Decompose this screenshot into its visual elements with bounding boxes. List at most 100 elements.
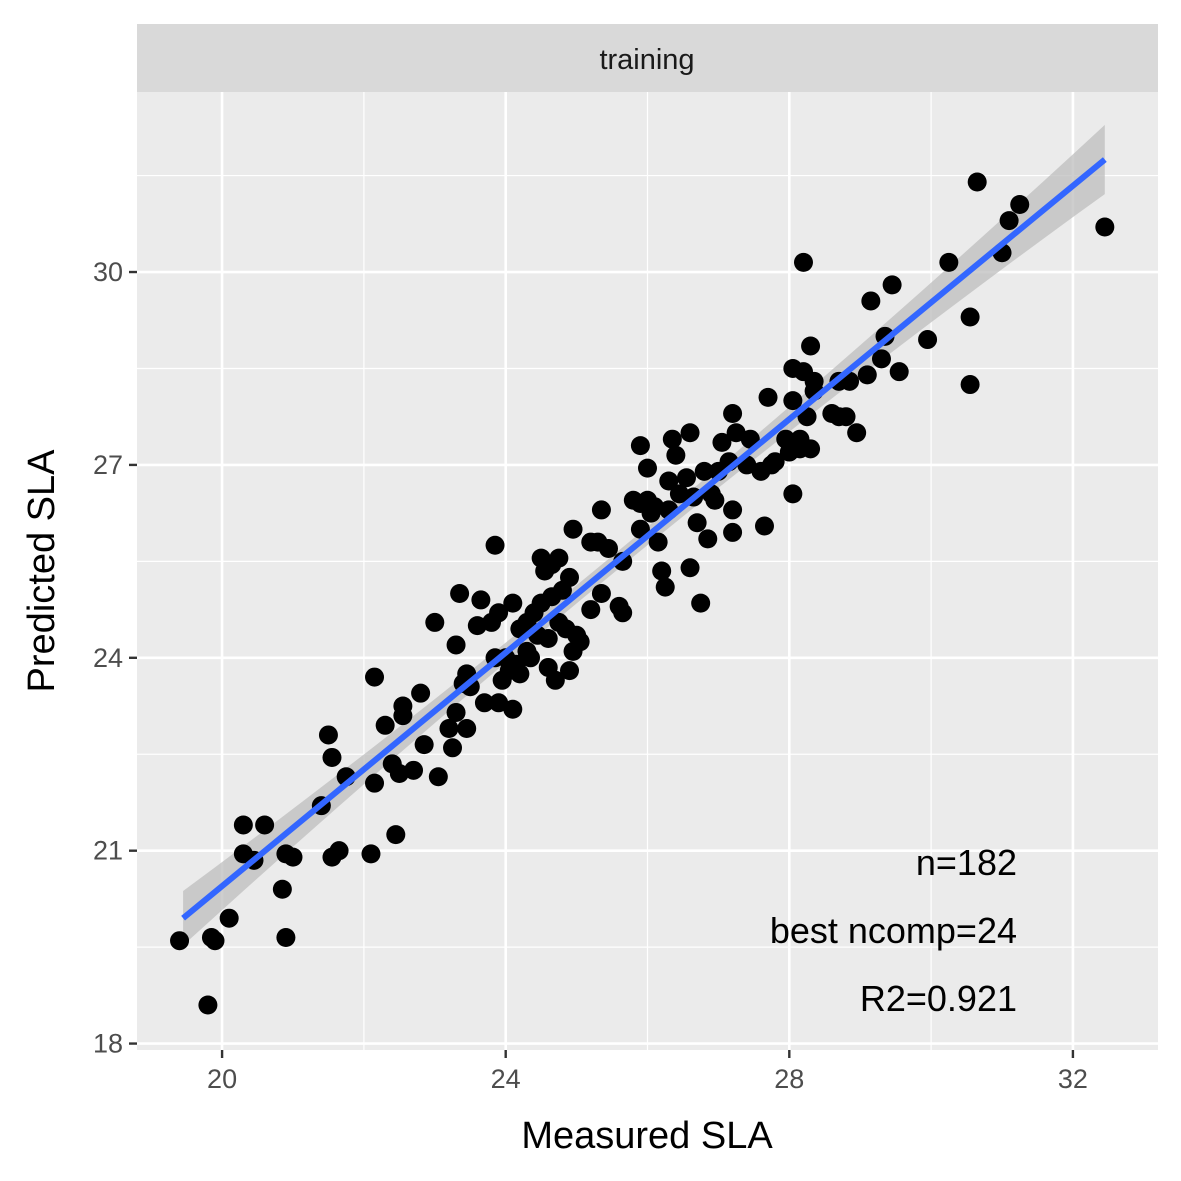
data-point bbox=[549, 548, 569, 568]
data-point bbox=[669, 484, 689, 504]
data-point bbox=[783, 484, 803, 504]
data-point bbox=[1010, 195, 1030, 215]
stats-annotation-1: n=182 bbox=[916, 842, 1017, 883]
data-point bbox=[630, 436, 650, 456]
data-point bbox=[276, 927, 296, 947]
data-point bbox=[687, 513, 707, 533]
data-point bbox=[666, 445, 686, 465]
data-point bbox=[283, 847, 303, 867]
x-tick-label: 20 bbox=[207, 1064, 237, 1094]
data-point bbox=[793, 252, 813, 272]
regression-line bbox=[181, 157, 1107, 921]
data-point bbox=[676, 468, 696, 488]
data-point bbox=[198, 995, 218, 1015]
data-point bbox=[967, 172, 987, 192]
facet-strip bbox=[137, 24, 1158, 92]
data-point bbox=[474, 693, 494, 713]
data-point bbox=[857, 365, 877, 385]
data-point bbox=[630, 519, 650, 539]
data-point bbox=[170, 931, 190, 951]
data-point bbox=[680, 423, 700, 443]
data-point bbox=[655, 577, 675, 597]
fit-line bbox=[181, 157, 1107, 921]
y-tick-label: 27 bbox=[93, 450, 123, 480]
stats-annotations: n=182 best ncomp=24 R2=0.921 bbox=[770, 842, 1017, 1019]
data-point bbox=[591, 500, 611, 520]
data-point bbox=[570, 632, 590, 652]
data-point bbox=[428, 767, 448, 787]
data-point bbox=[471, 590, 491, 610]
stats-annotation-3: R2=0.921 bbox=[860, 978, 1017, 1019]
data-point bbox=[485, 535, 505, 555]
minor-gridlines bbox=[137, 92, 1158, 1050]
data-point bbox=[425, 612, 445, 632]
data-point bbox=[723, 403, 743, 423]
data-point bbox=[411, 683, 431, 703]
y-tick-label: 30 bbox=[93, 257, 123, 287]
data-point bbox=[960, 375, 980, 395]
data-point bbox=[680, 558, 700, 578]
data-point bbox=[662, 429, 682, 449]
y-tick-label: 21 bbox=[93, 836, 123, 866]
x-tick-label: 32 bbox=[1058, 1064, 1088, 1094]
data-point bbox=[386, 825, 406, 845]
data-point bbox=[443, 738, 463, 758]
data-point bbox=[871, 349, 891, 369]
data-point bbox=[581, 600, 601, 620]
x-tick-label: 28 bbox=[774, 1064, 804, 1094]
data-point bbox=[801, 336, 821, 356]
data-point bbox=[723, 522, 743, 542]
data-point bbox=[694, 461, 714, 481]
data-point bbox=[882, 275, 902, 295]
data-point bbox=[255, 815, 275, 835]
data-point bbox=[638, 458, 657, 478]
data-point bbox=[365, 773, 385, 793]
data-point bbox=[801, 439, 821, 459]
data-point bbox=[861, 291, 881, 311]
data-point bbox=[648, 532, 668, 552]
data-point bbox=[712, 432, 732, 452]
facet-strip-label: training bbox=[599, 44, 694, 76]
data-point bbox=[446, 635, 466, 655]
y-tick-label: 18 bbox=[93, 1029, 123, 1059]
data-point bbox=[783, 391, 803, 411]
data-point bbox=[446, 702, 466, 722]
data-point bbox=[489, 603, 509, 623]
data-point bbox=[645, 497, 665, 517]
data-point bbox=[691, 593, 711, 613]
data-point bbox=[233, 815, 253, 835]
x-axis-title: Measured SLA bbox=[521, 1115, 773, 1157]
data-point bbox=[1095, 217, 1115, 237]
data-point bbox=[918, 330, 938, 350]
data-point bbox=[489, 693, 509, 713]
y-axis-title: Predicted SLA bbox=[21, 449, 63, 693]
data-point bbox=[723, 500, 743, 520]
data-point bbox=[219, 908, 239, 928]
data-point bbox=[754, 516, 774, 536]
data-point bbox=[960, 307, 980, 327]
data-point bbox=[847, 423, 867, 443]
data-point bbox=[205, 931, 225, 951]
data-point bbox=[889, 362, 909, 382]
data-point bbox=[758, 387, 778, 407]
data-point bbox=[538, 629, 558, 649]
data-point bbox=[389, 764, 409, 784]
data-point bbox=[318, 725, 338, 745]
data-point bbox=[560, 567, 580, 587]
data-point bbox=[439, 719, 459, 739]
data-point bbox=[726, 423, 746, 443]
data-point bbox=[272, 879, 292, 899]
data-point bbox=[545, 670, 565, 690]
data-point bbox=[322, 747, 342, 767]
data-point bbox=[560, 661, 580, 681]
data-point bbox=[591, 584, 611, 604]
data-point bbox=[613, 603, 633, 623]
data-point bbox=[450, 584, 470, 604]
data-point bbox=[467, 616, 487, 636]
data-point bbox=[414, 735, 434, 755]
data-point bbox=[404, 760, 424, 780]
data-point bbox=[939, 252, 959, 272]
data-point bbox=[599, 538, 619, 558]
data-point bbox=[563, 519, 583, 539]
